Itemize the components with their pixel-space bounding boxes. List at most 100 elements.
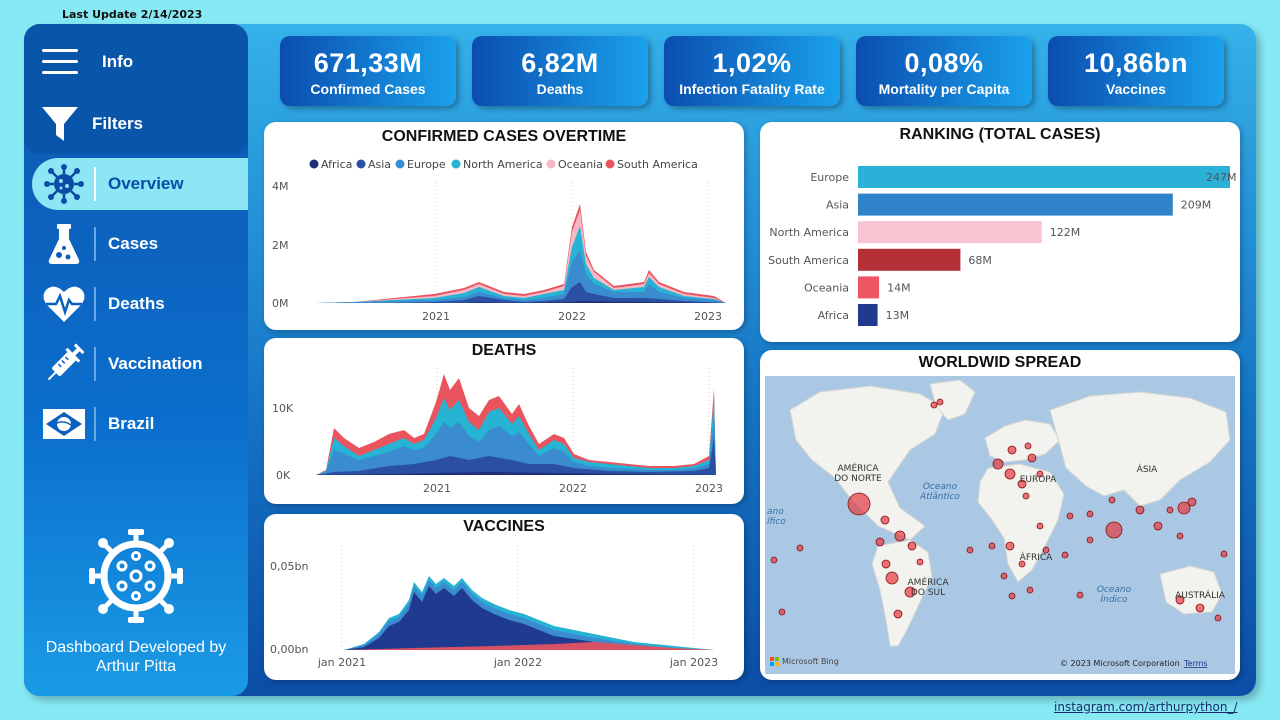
kpi-value: 6,82M	[521, 48, 599, 78]
nav-separator	[94, 407, 96, 441]
last-update-label: Last Update 2/14/2023	[62, 8, 203, 21]
sidebar-item-filters[interactable]: Filters	[24, 98, 248, 150]
legend-item: South America	[617, 158, 698, 171]
x-tick-label: jan 2021	[317, 656, 366, 669]
stacked-area-series	[344, 576, 714, 650]
sidebar-item-label: Cases	[108, 234, 159, 253]
flask-icon	[36, 218, 92, 270]
bar-value-label: 68M	[968, 254, 992, 267]
confirmed-cases-chart-card: CONFIRMED CASES OVERTIME Africa Asia Eur…	[264, 122, 744, 330]
sidebar-item-label: Info	[102, 52, 134, 71]
virus-icon	[36, 158, 92, 210]
instagram-link[interactable]: instagram.com/arthurpython_/	[1054, 700, 1238, 714]
bing-logo-icon	[770, 657, 779, 666]
map-label: Oceano	[923, 482, 958, 492]
legend-marker	[451, 159, 461, 169]
bar-category-label: South America	[768, 254, 849, 267]
map-label: Atlântico	[919, 492, 960, 502]
legend-marker	[395, 159, 405, 169]
map-attribution-right: © 2023 Microsoft Corporation	[1060, 659, 1180, 668]
kpi-label: Confirmed Cases	[310, 81, 426, 97]
bar[interactable]	[858, 193, 1173, 216]
y-tick-label: 10K	[272, 402, 294, 415]
bar-category-label: Africa	[818, 309, 849, 322]
kpi-label: Vaccines	[1106, 81, 1166, 97]
x-tick-label: 2021	[422, 310, 450, 323]
map-label: Índico	[1100, 593, 1128, 605]
heartbeat-icon	[36, 278, 92, 330]
chart-title: RANKING (TOTAL CASES)	[899, 126, 1101, 143]
kpi-value: 0,08%	[904, 48, 984, 78]
x-tick-label: 2022	[558, 310, 586, 323]
map-attribution-left: Microsoft Bing	[782, 657, 839, 666]
ranking-bar-chart: Europe 247M Asia 209M North America 122M South…	[768, 166, 1237, 326]
sidebar-item-brazil[interactable]: Brazil	[24, 398, 248, 450]
developer-credit-line2: Arthur Pitta	[95, 658, 177, 675]
kpi-label: Mortality per Capita	[878, 81, 1010, 97]
gridlines	[341, 546, 695, 650]
x-tick-label: 2021	[423, 482, 451, 495]
map-label: AMÉRICA	[908, 576, 950, 588]
kpi-infection-fatality-rate: 1,02% Infection Fatality Rate	[664, 36, 840, 106]
sidebar-item-label: Deaths	[108, 294, 165, 313]
virus-logo-icon	[88, 528, 184, 628]
kpi-mortality-per-capita: 0,08% Mortality per Capita	[856, 36, 1032, 106]
chart-title: VACCINES	[463, 518, 545, 535]
y-tick-label: 0,05bn	[270, 560, 308, 573]
map-terms-link[interactable]: Terms	[1183, 659, 1208, 668]
legend-marker	[605, 159, 615, 169]
bar[interactable]	[858, 221, 1042, 244]
map-label: DO SUL	[911, 588, 945, 598]
y-tick-label: 0,00bn	[270, 643, 308, 656]
kpi-value: 10,86bn	[1083, 48, 1189, 78]
nav-separator	[94, 347, 96, 381]
confirmed-cases-chart: Africa Asia Europe North America Oceania…	[272, 158, 726, 323]
bar[interactable]	[858, 304, 878, 326]
y-tick-label: 4M	[272, 180, 289, 193]
kpi-vaccines: 10,86bn Vaccines	[1048, 36, 1224, 106]
y-tick-label: 2M	[272, 239, 289, 252]
stacked-area-series	[316, 204, 726, 303]
world-map-card: WORLDWID SPREAD AMÉRICA DO NORTE Oceano …	[760, 350, 1240, 680]
bar[interactable]	[858, 248, 961, 271]
case-bubbles	[770, 398, 1228, 622]
sidebar-item-label: Filters	[92, 114, 144, 133]
chart-title: CONFIRMED CASES OVERTIME	[381, 128, 627, 145]
bar-category-label: North America	[769, 226, 849, 239]
brazil-flag-icon	[36, 398, 92, 450]
menu-icon	[32, 36, 88, 88]
x-tick-label: jan 2023	[669, 656, 718, 669]
legend-item: North America	[463, 158, 543, 171]
sidebar-item-info[interactable]: Info	[24, 36, 248, 88]
kpi-deaths: 6,82M Deaths	[472, 36, 648, 106]
y-tick-label: 0K	[276, 469, 291, 482]
x-tick-label: 2023	[694, 310, 722, 323]
legend-item: Africa	[321, 158, 352, 171]
bar[interactable]	[858, 166, 1230, 188]
landmasses	[789, 379, 1231, 647]
map-label: AMÉRICA	[838, 462, 880, 474]
map-label: EUROPA	[1020, 475, 1057, 485]
nav-separator	[94, 287, 96, 321]
sidebar-item-deaths[interactable]: Deaths	[24, 278, 248, 330]
sidebar-item-overview[interactable]: Overview	[32, 158, 248, 210]
bar[interactable]	[858, 276, 880, 299]
legend-item: Oceania	[558, 158, 603, 171]
sidebar-item-cases[interactable]: Cases	[24, 218, 248, 270]
legend-marker	[356, 159, 366, 169]
sidebar-item-label: Overview	[108, 174, 184, 193]
map-label: DO NORTE	[834, 474, 882, 484]
legend-item: Europe	[407, 158, 446, 171]
legend-item: Asia	[368, 158, 391, 171]
filter-icon	[32, 98, 88, 150]
stacked-area-series	[316, 374, 716, 475]
map-label: ÁSIA	[1137, 463, 1159, 475]
kpi-label: Infection Fatality Rate	[679, 81, 825, 97]
map-label: ÁFRICA	[1020, 551, 1054, 563]
legend-marker	[546, 159, 556, 169]
world-map[interactable]: AMÉRICA DO NORTE Oceano Atlântico EUROPA…	[760, 350, 1240, 680]
sidebar: Info Filters Overview	[24, 24, 248, 696]
map-label: ano	[767, 507, 784, 517]
sidebar-item-vaccination[interactable]: Vaccination	[24, 338, 248, 390]
bar-value-label: 122M	[1050, 226, 1081, 239]
